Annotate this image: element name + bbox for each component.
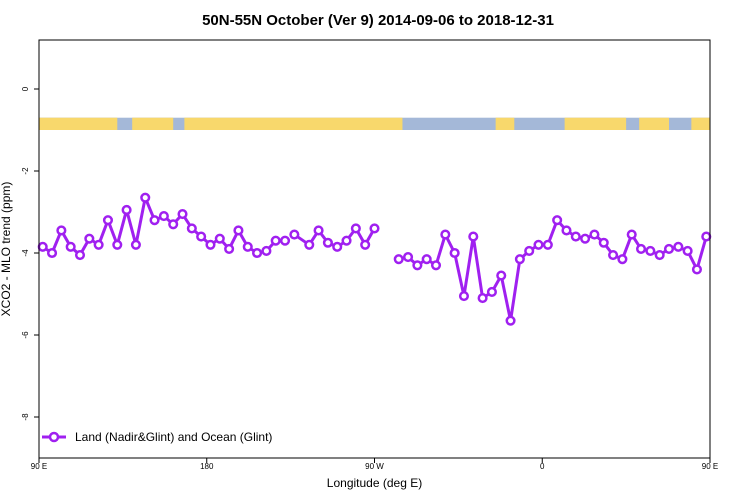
data-point [542,239,553,250]
land-band-segment [39,117,118,130]
data-point [121,204,132,215]
data-point [440,229,451,240]
land-band-segment [495,117,515,130]
data-point [56,225,67,236]
data-point [635,243,647,254]
x-tick-label: 0 [540,462,545,471]
data-point [570,231,581,242]
data-point [626,229,637,240]
data-point [608,250,619,261]
data-point [552,215,563,226]
data-point [580,233,591,244]
data-point [186,223,197,234]
land-mask-band [39,117,710,130]
data-point [524,245,535,256]
data-point [332,241,343,252]
series-land-ocean [37,192,712,326]
data-point [242,241,253,252]
data-point [279,235,291,246]
legend: Land (Nadir&Glint) and Ocean (Glint) [42,430,272,444]
data-point [360,239,371,250]
data-point [561,225,572,236]
data-point [691,264,703,275]
x-axis-label: Longitude (deg E) [327,476,422,490]
data-point [224,243,235,254]
data-point [158,211,169,222]
data-point [369,223,380,234]
land-band-segment [564,117,627,130]
data-point [322,237,333,248]
data-point [93,239,104,250]
y-tick-label: -2 [21,167,30,175]
data-point [477,293,488,304]
data-point [46,247,58,259]
data-point [645,245,656,256]
data-point [102,215,114,226]
data-point [421,254,432,265]
data-point [663,243,675,254]
data-point [458,291,470,302]
data-point [214,233,225,244]
data-point [205,239,216,250]
data-point [313,225,324,236]
land-band-segment [184,117,403,130]
y-axis-label: XCO2 - MLO trend (ppm) [0,182,13,317]
data-point [252,247,263,259]
data-point [149,215,160,226]
y-tick-label: -4 [21,249,30,257]
data-point [430,260,442,271]
land-band-segment [639,117,669,130]
data-point [449,247,460,259]
data-point [486,286,497,298]
data-point [403,252,414,263]
data-point [589,229,600,240]
data-point [654,250,665,261]
chart-title: 50N-55N October (Ver 9) 2014-09-06 to 20… [202,12,554,29]
data-point [65,241,76,252]
data-point [261,245,272,256]
y-tick-label: -8 [21,413,30,421]
data-point [304,239,315,250]
data-point [233,225,244,236]
data-point [177,209,188,220]
data-point [598,237,609,248]
legend-label: Land (Nadir&Glint) and Ocean (Glint) [75,430,272,444]
data-point [341,235,352,246]
data-point [74,250,86,261]
data-point [393,254,404,265]
data-point [412,260,423,271]
legend-marker-swatch [48,431,60,443]
data-point [130,239,141,250]
x-axis: 90 E 180 90 W 0 90 E [31,458,718,471]
data-point [350,223,361,234]
data-point [617,254,628,265]
data-point [289,229,300,240]
x-tick-label: 90 E [702,462,718,471]
data-point [140,192,151,203]
data-point [496,270,507,281]
data-point [84,233,95,244]
data-point [505,315,516,326]
data-point [514,254,525,265]
data-point [468,231,479,242]
data-point [533,239,544,250]
data-point [168,219,179,230]
data-point [270,235,281,246]
y-tick-label: 0 [21,86,30,91]
y-axis: 0 -2 -4 -6 -8 [21,86,39,421]
data-point [37,241,48,252]
data-point [112,239,123,250]
data-point [673,241,684,252]
data-point [701,231,712,242]
series-line-segment [398,218,708,323]
x-tick-label: 180 [200,462,214,471]
land-band-segment [691,117,710,130]
land-band-segment [132,117,174,130]
x-tick-label: 90 E [31,462,47,471]
data-point [682,245,693,256]
x-tick-label: 90 W [365,462,384,471]
data-point [196,231,207,242]
y-tick-label: -6 [21,331,30,339]
